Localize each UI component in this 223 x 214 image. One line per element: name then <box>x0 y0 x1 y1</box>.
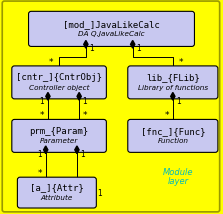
Text: 1: 1 <box>89 44 94 53</box>
Text: 1: 1 <box>83 97 87 106</box>
Text: [a_]{Attr}: [a_]{Attr} <box>30 183 84 192</box>
Text: Parameter: Parameter <box>40 138 78 144</box>
Text: *: * <box>165 111 169 120</box>
Text: *: * <box>49 58 54 67</box>
Polygon shape <box>130 40 135 48</box>
Text: *: * <box>37 169 42 178</box>
FancyBboxPatch shape <box>12 119 106 152</box>
Text: [mod_]JavaLikeCalc: [mod_]JavaLikeCalc <box>63 20 160 29</box>
Text: prm_{Param}: prm_{Param} <box>29 127 89 136</box>
Text: Function: Function <box>157 138 188 144</box>
Text: *: * <box>83 111 87 120</box>
Text: [cntr_]{CntrObj}: [cntr_]{CntrObj} <box>16 73 102 82</box>
Text: 1: 1 <box>176 97 181 106</box>
Text: 1: 1 <box>97 189 102 198</box>
Polygon shape <box>77 92 81 100</box>
FancyBboxPatch shape <box>128 119 218 152</box>
Text: 1: 1 <box>80 150 85 159</box>
Text: Attribute: Attribute <box>41 195 73 201</box>
Text: 1: 1 <box>136 44 141 53</box>
Text: 1: 1 <box>39 97 44 106</box>
FancyBboxPatch shape <box>29 11 194 46</box>
Text: 1: 1 <box>37 150 42 159</box>
Text: DA Q.JavaLikeCalc: DA Q.JavaLikeCalc <box>78 31 145 37</box>
Text: Library of functions: Library of functions <box>138 85 208 91</box>
Text: *: * <box>178 58 183 67</box>
FancyBboxPatch shape <box>128 66 218 99</box>
Text: lib_{FLib}: lib_{FLib} <box>146 73 200 82</box>
FancyBboxPatch shape <box>2 1 220 212</box>
Polygon shape <box>84 40 88 48</box>
Polygon shape <box>46 92 50 100</box>
Text: layer: layer <box>168 177 189 186</box>
FancyBboxPatch shape <box>12 66 106 99</box>
Text: Module: Module <box>163 168 194 177</box>
Polygon shape <box>75 146 79 154</box>
Text: Controller object: Controller object <box>29 85 89 91</box>
Text: [fnc_]{Func}: [fnc_]{Func} <box>140 127 205 136</box>
FancyBboxPatch shape <box>17 177 96 208</box>
Polygon shape <box>43 146 48 154</box>
Polygon shape <box>171 92 175 100</box>
Text: *: * <box>40 111 44 120</box>
